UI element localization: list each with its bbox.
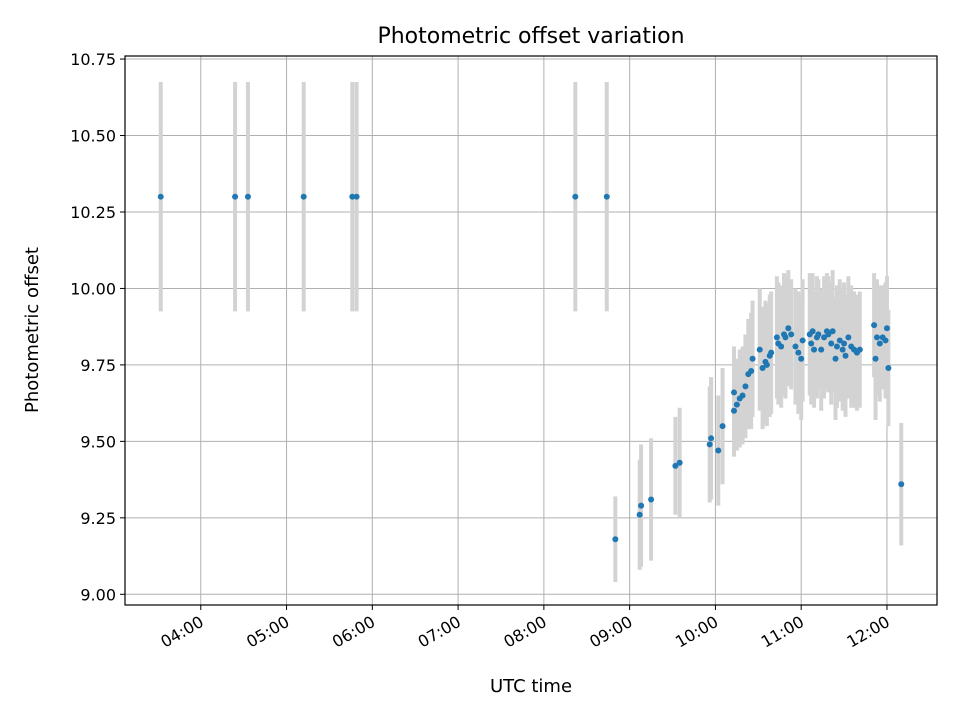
data-point (873, 334, 880, 341)
x-tick-label: 06:00 (329, 612, 378, 652)
data-point (825, 331, 832, 338)
data-point (733, 401, 740, 408)
data-point (833, 343, 840, 350)
x-tick-label: 05:00 (243, 612, 292, 652)
data-point (872, 355, 879, 362)
y-tick-label: 9.75 (80, 356, 116, 375)
data-point (715, 447, 722, 454)
data-point (708, 435, 715, 442)
y-tick-label: 9.50 (80, 432, 116, 451)
y-tick-label: 9.00 (80, 585, 116, 604)
data-point (244, 193, 251, 200)
y-tick-label: 10.75 (70, 50, 116, 69)
data-point (809, 328, 816, 335)
data-point (795, 349, 802, 356)
data-point (818, 346, 825, 353)
data-point (232, 193, 239, 200)
data-point (636, 511, 643, 518)
data-point (788, 331, 795, 338)
data-point (871, 322, 878, 329)
data-point (773, 334, 780, 341)
data-point (676, 459, 683, 466)
data-point (841, 340, 848, 347)
data-point (763, 361, 770, 368)
data-point (157, 193, 164, 200)
data-point (828, 340, 835, 347)
y-axis-label: Photometric offset (22, 247, 43, 413)
data-point (882, 337, 889, 344)
data-point (349, 193, 356, 200)
x-tick-label: 04:00 (157, 612, 206, 652)
x-tick-label: 10:00 (672, 612, 721, 652)
data-point (883, 325, 890, 332)
data-point (756, 346, 763, 353)
data-point (353, 193, 360, 200)
data-point (782, 334, 789, 341)
data-point (739, 392, 746, 399)
x-axis-label: UTC time (490, 676, 572, 697)
data-point (856, 346, 863, 353)
data-point (572, 193, 579, 200)
data-points (157, 193, 905, 543)
data-point (845, 334, 852, 341)
data-point (749, 355, 756, 362)
data-point (839, 346, 846, 353)
data-point (748, 368, 755, 375)
data-point (759, 364, 766, 371)
data-point (815, 331, 822, 338)
data-point (821, 334, 828, 341)
data-point (719, 423, 726, 430)
y-tick-label: 10.25 (70, 203, 116, 222)
y-axis-ticks: 9.00 9.25 9.50 9.75 10.00 10.25 10.50 10.75 (70, 50, 125, 604)
data-point (672, 462, 679, 469)
data-point (731, 407, 737, 414)
x-tick-label: 08:00 (500, 612, 549, 652)
data-point (300, 193, 307, 200)
data-point (798, 355, 805, 362)
data-point (829, 328, 836, 335)
y-tick-label: 10.00 (70, 279, 116, 298)
data-point (898, 481, 905, 488)
data-point (876, 340, 883, 347)
data-point (731, 389, 737, 396)
y-tick-label: 10.50 (70, 127, 116, 146)
data-point (832, 355, 839, 362)
x-axis-ticks: 04:00 05:00 06:00 07:00 08:00 09:00 10:00 11:00… (157, 605, 893, 652)
data-point (706, 441, 713, 448)
x-tick-label: 12:00 (844, 612, 893, 652)
y-tick-label: 9.25 (80, 509, 116, 528)
data-point (742, 383, 749, 390)
x-tick-label: 11:00 (758, 612, 807, 652)
chart-title: Photometric offset variation (377, 24, 684, 49)
plot-frame (124, 55, 938, 606)
data-point (785, 325, 792, 332)
x-tick-label: 07:00 (415, 612, 464, 652)
data-point (638, 502, 645, 509)
data-point (799, 337, 806, 344)
data-point (842, 352, 849, 359)
data-point (778, 343, 785, 350)
x-tick-label: 09:00 (586, 612, 635, 652)
data-point (612, 536, 619, 543)
data-point (811, 346, 818, 353)
data-point (648, 496, 655, 503)
data-point (885, 364, 892, 371)
data-point (603, 193, 610, 200)
data-point (808, 340, 815, 347)
data-point (792, 343, 799, 350)
data-point (768, 349, 775, 356)
data-point (836, 337, 843, 344)
